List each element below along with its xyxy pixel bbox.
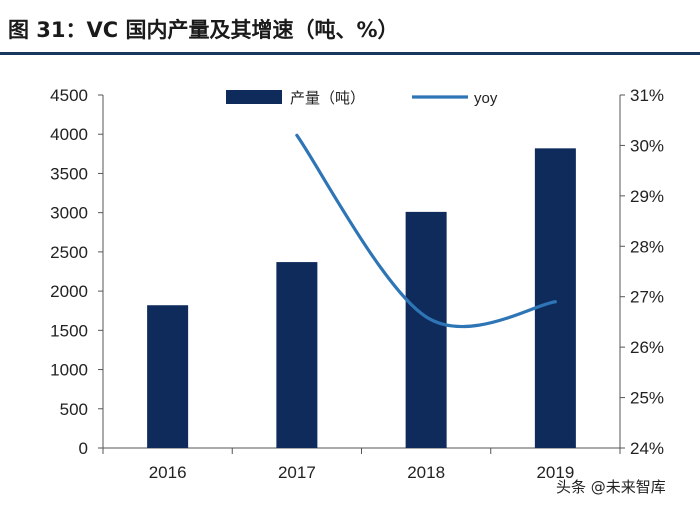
right-tick-label: 31% bbox=[630, 86, 664, 105]
left-tick-label: 500 bbox=[60, 400, 88, 419]
left-tick-label: 2000 bbox=[50, 282, 88, 301]
left-tick-label: 1000 bbox=[50, 361, 88, 380]
legend-label-line: yoy bbox=[474, 90, 498, 107]
left-tick-label: 4000 bbox=[50, 125, 88, 144]
legend: 产量（吨） yoy bbox=[226, 89, 498, 107]
x-tick-label: 2017 bbox=[278, 463, 316, 482]
figure-title: 图 31：VC 国内产量及其增速（吨、%） bbox=[8, 18, 399, 42]
x-tick-label: 2018 bbox=[407, 463, 445, 482]
legend-label-bar: 产量（吨） bbox=[290, 89, 365, 107]
bars bbox=[147, 148, 576, 448]
bar-2017 bbox=[276, 262, 318, 448]
bar-2016 bbox=[147, 305, 189, 448]
right-tick-label: 29% bbox=[630, 187, 664, 206]
yoy-line bbox=[295, 133, 557, 329]
left-tick-label: 1500 bbox=[50, 321, 88, 340]
bar-2019 bbox=[534, 148, 576, 448]
left-tick-label: 0 bbox=[79, 439, 88, 458]
x-tick-label: 2019 bbox=[536, 463, 574, 482]
right-tick-label: 25% bbox=[630, 389, 664, 408]
left-tick-label: 3000 bbox=[50, 204, 88, 223]
title-rule bbox=[0, 52, 700, 55]
x-tick-label: 2016 bbox=[149, 463, 187, 482]
right-tick-label: 26% bbox=[630, 338, 664, 357]
left-tick-label: 2500 bbox=[50, 243, 88, 262]
left-tick-label: 3500 bbox=[50, 164, 88, 183]
right-tick-label: 24% bbox=[630, 439, 664, 458]
right-tick-label: 30% bbox=[630, 136, 664, 155]
left-tick-label: 4500 bbox=[50, 86, 88, 105]
right-tick-label: 27% bbox=[630, 288, 664, 307]
bar-2018 bbox=[405, 211, 447, 448]
watermark: 头条 @未来智库 bbox=[556, 478, 666, 496]
lines bbox=[295, 133, 557, 329]
axes: 0 500 1000 1500 2000 2500 3000 3500 4000 4500 24% 2… bbox=[50, 86, 664, 482]
right-tick-label: 28% bbox=[630, 237, 664, 256]
legend-swatch-bar bbox=[226, 90, 282, 104]
